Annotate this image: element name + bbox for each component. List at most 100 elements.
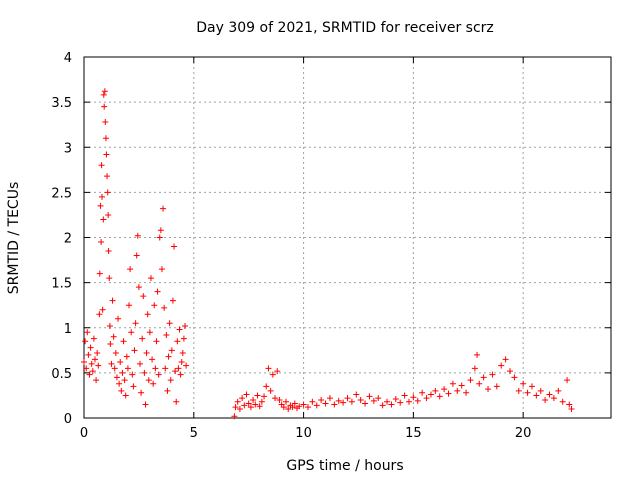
data-point	[269, 371, 276, 378]
data-point	[118, 387, 125, 394]
data-point	[132, 320, 139, 327]
data-point	[152, 365, 159, 372]
data-point	[81, 359, 87, 366]
data-point	[120, 338, 127, 345]
data-point	[143, 350, 150, 357]
data-point	[153, 338, 160, 345]
data-point	[375, 395, 382, 402]
data-point	[135, 284, 142, 291]
data-point	[388, 401, 395, 408]
data-point	[397, 399, 404, 406]
data-point	[102, 135, 109, 142]
data-point	[449, 380, 456, 387]
data-point	[149, 356, 156, 363]
data-point	[353, 391, 360, 398]
data-point	[115, 315, 122, 322]
data-point	[109, 297, 116, 304]
data-point	[280, 404, 287, 411]
data-point	[272, 395, 279, 402]
data-point	[234, 398, 241, 405]
data-point	[247, 404, 254, 411]
data-point	[144, 311, 151, 318]
data-point	[163, 331, 170, 338]
data-point	[427, 391, 434, 398]
data-point	[183, 362, 190, 369]
data-point	[164, 387, 171, 394]
plot-frame	[83, 56, 612, 419]
data-point	[180, 335, 187, 342]
y-tick-label: 0	[64, 412, 72, 427]
data-point	[283, 398, 290, 405]
data-point	[145, 377, 152, 384]
data-point	[105, 211, 112, 218]
data-point	[410, 394, 417, 401]
x-tick-label: 20	[515, 426, 532, 441]
data-point	[96, 270, 103, 277]
data-point	[122, 392, 129, 399]
data-point	[559, 398, 566, 405]
data-point	[154, 288, 161, 295]
data-point	[99, 193, 106, 200]
data-point	[89, 368, 96, 375]
data-point	[335, 397, 342, 404]
x-axis-label: GPS time / hours	[286, 458, 403, 474]
data-point	[178, 359, 185, 366]
data-point	[129, 371, 136, 378]
data-point	[168, 347, 175, 354]
data-point	[105, 248, 112, 255]
data-point	[158, 266, 165, 273]
data-point	[157, 227, 164, 234]
data-point	[90, 335, 97, 342]
data-point	[140, 293, 147, 300]
data-point	[300, 401, 307, 408]
data-point	[98, 162, 105, 169]
data-point	[348, 398, 355, 405]
data-point	[94, 350, 101, 357]
data-point	[476, 380, 483, 387]
data-point	[176, 326, 183, 333]
data-point	[142, 401, 149, 408]
data-point	[436, 393, 443, 400]
data-point	[239, 395, 246, 402]
data-point	[177, 371, 184, 378]
data-point	[104, 173, 111, 180]
data-point	[133, 252, 140, 259]
data-point	[414, 397, 421, 404]
data-point	[458, 382, 465, 389]
data-point	[445, 390, 452, 397]
data-point	[265, 365, 272, 372]
data-point	[84, 329, 91, 336]
data-point	[267, 387, 274, 394]
data-point	[100, 216, 107, 223]
y-tick-label: 2	[64, 232, 72, 247]
data-point	[370, 397, 377, 404]
data-point	[108, 360, 115, 367]
x-tick-label: 5	[190, 426, 198, 441]
data-point	[182, 322, 189, 329]
data-point	[121, 377, 128, 384]
data-point	[127, 266, 134, 273]
data-point	[138, 389, 145, 396]
data-point	[285, 405, 292, 412]
data-point	[401, 392, 408, 399]
data-point	[566, 401, 573, 408]
data-point	[104, 189, 111, 196]
data-point	[357, 396, 364, 403]
data-point	[511, 374, 518, 381]
data-point	[123, 353, 130, 360]
data-point	[564, 377, 571, 384]
x-tick-label: 0	[80, 426, 88, 441]
y-tick-label: 1	[64, 322, 72, 337]
data-point	[147, 275, 154, 282]
chart-title: Day 309 of 2021, SRMTID for receiver scr…	[196, 20, 494, 36]
data-point	[245, 400, 252, 407]
data-point	[236, 405, 243, 412]
data-point	[498, 362, 505, 369]
data-point	[171, 243, 178, 250]
y-axis-label: SRMTID / TECUs	[6, 182, 22, 295]
data-point	[95, 362, 102, 369]
data-point	[340, 399, 347, 406]
data-point	[555, 387, 562, 394]
data-points	[81, 88, 575, 420]
y-tick-label: 3.5	[51, 96, 72, 111]
